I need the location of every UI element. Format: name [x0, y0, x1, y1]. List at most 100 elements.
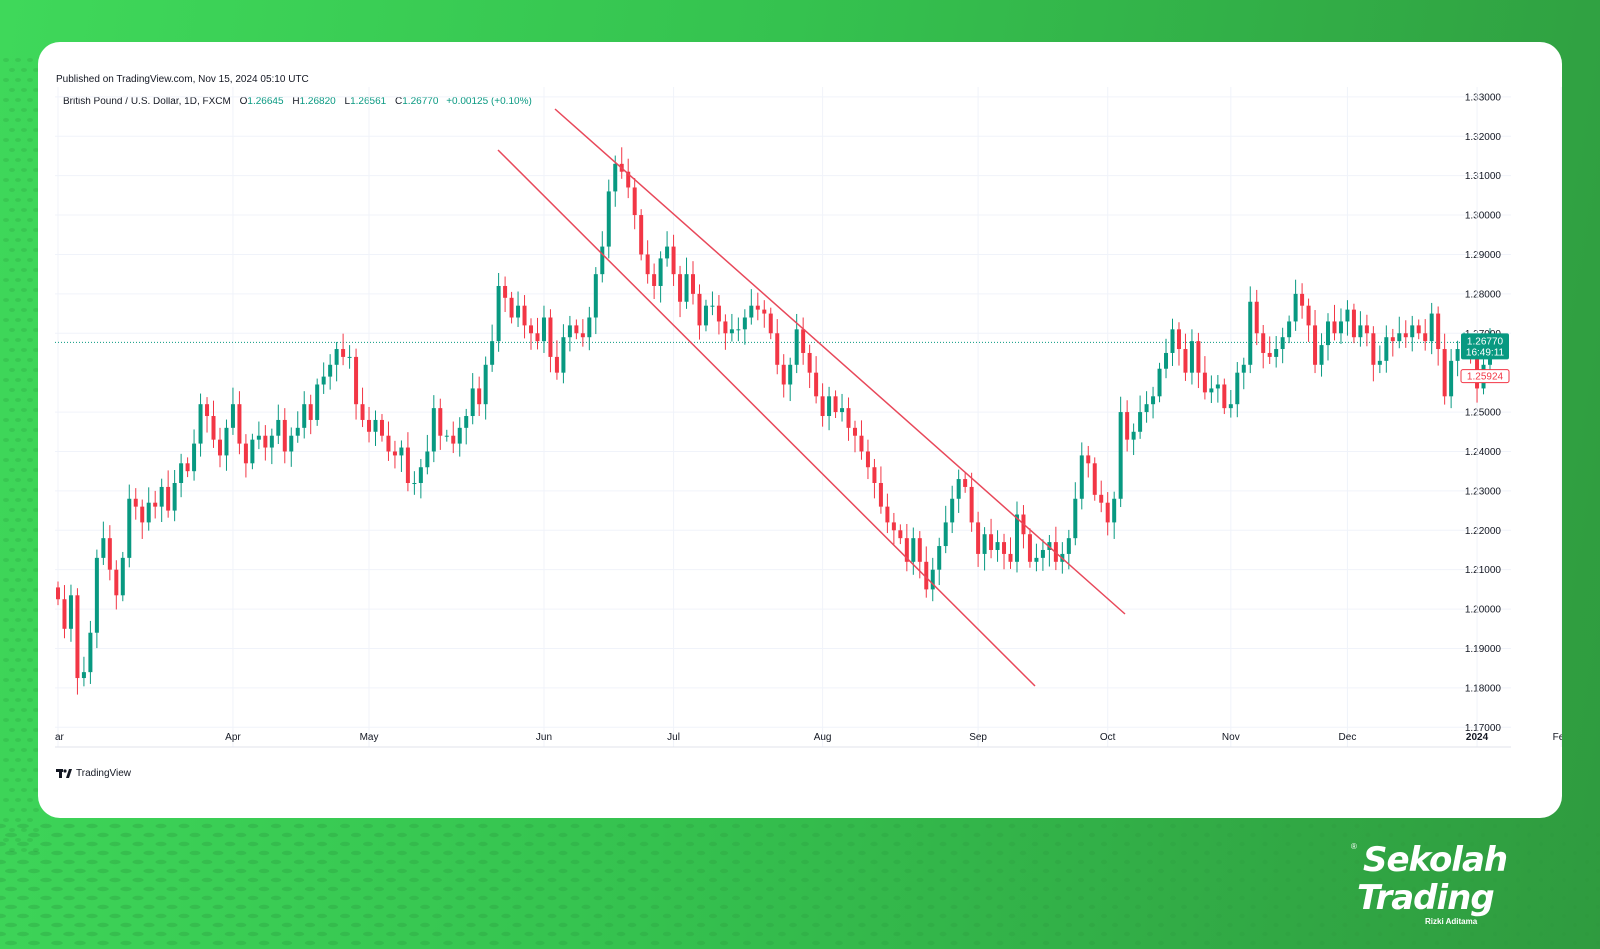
candle-body — [263, 435, 268, 448]
candle-body — [477, 388, 482, 405]
high-label: H — [292, 96, 300, 107]
channel-lower-line — [497, 149, 1036, 687]
open-label: O — [239, 96, 248, 107]
candlestick-chart[interactable]: 1.33000 1.32000 1.31000 1.30000 1.29000 1.280… — [38, 42, 1562, 818]
candle-body — [613, 163, 618, 192]
y-tick-label: 1.21000 — [1465, 565, 1502, 576]
candle-body — [587, 317, 592, 338]
candle-body — [373, 419, 378, 432]
high-value: 1.26820 — [299, 96, 336, 107]
candle-body — [775, 333, 780, 365]
candle-body — [140, 506, 145, 523]
candle-body — [321, 376, 326, 385]
y-tick-label: 1.29000 — [1465, 250, 1502, 261]
x-tick-label: Nov — [1222, 732, 1240, 743]
candle-body — [315, 384, 320, 420]
candle-body — [1326, 321, 1331, 346]
candle-body — [250, 439, 255, 464]
candle-body — [56, 587, 60, 600]
candle-body — [62, 599, 67, 629]
candle-body — [1073, 498, 1078, 539]
candle-body — [878, 483, 883, 507]
candle-body — [691, 274, 696, 294]
candle-body — [153, 502, 158, 507]
candle-body — [1416, 325, 1421, 334]
candle-body — [639, 215, 644, 255]
chart-card: Published on TradingView.com, Nov 15, 20… — [38, 42, 1562, 818]
x-tick-label: Feb — [1553, 732, 1562, 743]
tradingview-logo-text: TradingView — [76, 768, 132, 779]
candle-body — [1384, 337, 1389, 361]
candle-body — [658, 258, 663, 286]
current-price-label: 1.26770 — [1467, 336, 1504, 347]
channel-upper-line — [554, 108, 1126, 615]
candle-body — [1248, 301, 1253, 365]
candle-body — [710, 305, 715, 307]
candle-body — [425, 451, 430, 468]
candle-body — [1157, 368, 1162, 397]
candle-body — [496, 285, 501, 342]
candle-body — [347, 356, 352, 358]
x-tick-label: ar — [55, 732, 65, 743]
candle-body — [1338, 321, 1343, 334]
candle-body — [995, 542, 1000, 550]
candle-body — [976, 522, 981, 554]
candle-body — [1449, 360, 1454, 397]
candle-body — [535, 333, 540, 342]
candle-body — [729, 329, 734, 334]
candle-body — [444, 435, 449, 437]
candle-body — [205, 404, 210, 417]
candle-body — [386, 435, 391, 452]
candle-body — [1131, 431, 1136, 440]
candle-body — [652, 274, 657, 286]
candle-body — [392, 451, 397, 456]
candle-body — [1151, 396, 1156, 405]
candle-body — [509, 297, 514, 318]
x-tick-label: Jun — [536, 732, 552, 743]
candle-body — [755, 305, 760, 310]
candle-body — [133, 498, 138, 507]
countdown-label: 16:49:11 — [1466, 347, 1505, 358]
candle-body — [529, 325, 534, 334]
candle-body — [671, 246, 676, 275]
y-tick-label: 1.32000 — [1465, 132, 1502, 143]
candle-body — [256, 435, 261, 440]
brand-logo: ® Sekolah Trading Rizki Aditama — [1351, 840, 1535, 930]
candle-body — [522, 305, 527, 326]
candle-body — [1371, 333, 1376, 365]
candle-body — [1280, 337, 1285, 350]
candle-body — [127, 498, 132, 558]
candle-body — [606, 191, 611, 247]
registered-mark: ® — [1351, 842, 1357, 851]
candle-body — [943, 522, 948, 547]
candle-body — [295, 427, 300, 436]
y-tick-label: 1.30000 — [1465, 211, 1502, 222]
candle-body — [768, 313, 773, 334]
candle-body — [243, 443, 248, 464]
brand-line-2: Trading — [1357, 878, 1495, 918]
y-tick-label: 1.22000 — [1465, 526, 1502, 537]
current-price-label-box — [1461, 333, 1509, 360]
candle-body — [107, 538, 112, 570]
candle-body — [179, 463, 184, 483]
candle-body — [1390, 337, 1395, 342]
candle-body — [840, 408, 845, 413]
y-tick-label: 1.20000 — [1465, 605, 1502, 616]
candle-body — [101, 538, 106, 558]
candle-body — [503, 285, 508, 298]
candle-body — [1112, 498, 1117, 523]
candle-body — [924, 561, 929, 590]
candle-body — [1034, 557, 1039, 562]
candle-body — [1228, 404, 1233, 409]
candle-body — [937, 546, 942, 570]
x-tick-label: Apr — [225, 732, 241, 743]
candle-body — [891, 522, 896, 531]
candle-body — [969, 486, 974, 523]
candle-body — [1300, 293, 1305, 306]
candle-body — [1241, 364, 1246, 373]
candle-body — [1254, 301, 1259, 334]
candle-body — [580, 333, 585, 338]
candle-body — [697, 293, 702, 326]
tradingview-logo-icon — [56, 769, 72, 778]
